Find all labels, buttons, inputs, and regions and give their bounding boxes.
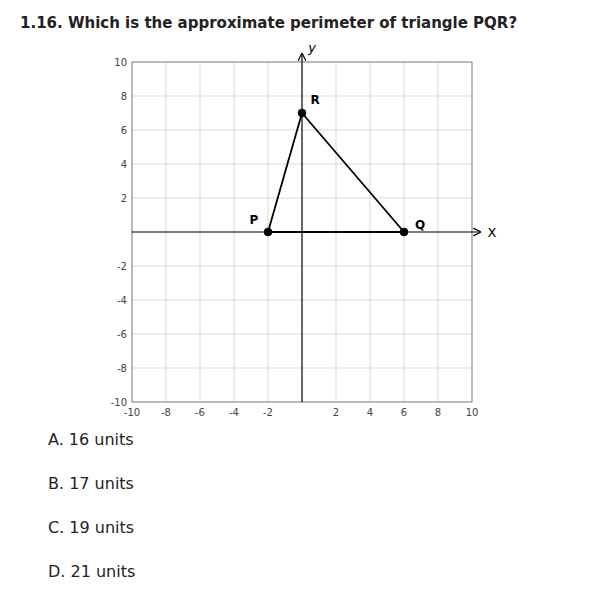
y-tick-label: 8 (121, 91, 127, 102)
point-label: R (310, 93, 319, 107)
answer-choice: C. 19 units (48, 518, 134, 537)
answer-choices: A. 16 units B. 17 units C. 19 units D. 21 u… (48, 430, 135, 581)
axes: Xy (132, 40, 497, 402)
x-axis-label: X (488, 225, 497, 240)
answer-choice: D. 21 units (48, 562, 135, 581)
x-tick-label: -4 (229, 407, 239, 418)
x-tick-label: 8 (435, 407, 441, 418)
y-tick-label: -4 (117, 295, 127, 306)
y-tick-label: -6 (117, 329, 127, 340)
point (400, 228, 408, 236)
y-tick-label: -2 (117, 261, 127, 272)
point (298, 109, 306, 117)
y-tick-label: 4 (121, 159, 127, 170)
x-tick-label: 2 (333, 407, 339, 418)
data (264, 109, 408, 236)
y-tick-label: 6 (121, 125, 127, 136)
tick-labels: -10 -8 -6 -4 -2 2 4 6 8 10 -10 -8 -6 -4 -2 2 4 6 8 10 (111, 57, 479, 419)
y-axis-line (301, 54, 302, 402)
triangle (268, 113, 404, 232)
x-tick-label: 10 (466, 407, 479, 418)
x-tick-label: 4 (367, 407, 373, 418)
answer-choice: A. 16 units (48, 430, 134, 449)
x-tick-label: -10 (124, 407, 140, 418)
x-tick-label: -6 (195, 407, 205, 418)
point-label: P (250, 213, 259, 227)
y-axis-label: y (307, 40, 316, 55)
x-tick-label: -2 (263, 407, 273, 418)
point (264, 228, 272, 236)
y-tick-label: 10 (114, 57, 127, 68)
title: 1.16. Which is the approximate perimeter… (20, 14, 517, 32)
point-label: Q (415, 218, 425, 232)
x-tick-label: 6 (401, 407, 407, 418)
point-labels: P R Q (250, 93, 426, 232)
x-tick-label: -8 (161, 407, 171, 418)
y-tick-label: 2 (121, 193, 127, 204)
y-tick-label: -10 (111, 397, 127, 408)
answer-choice: B. 17 units (48, 474, 134, 493)
chart: 1.16. Which is the approximate perimeter… (0, 0, 604, 608)
y-tick-label: -8 (117, 363, 127, 374)
